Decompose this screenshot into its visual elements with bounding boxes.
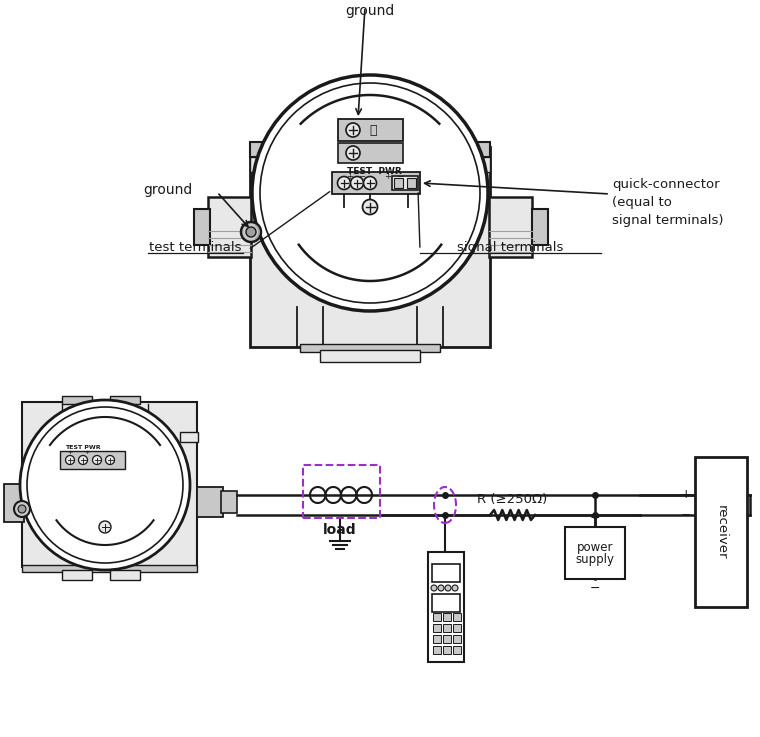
Circle shape xyxy=(445,585,451,591)
Bar xyxy=(695,457,747,607)
Bar xyxy=(433,613,441,621)
Bar xyxy=(433,635,441,643)
Bar xyxy=(489,197,532,257)
Text: TEST  PWR: TEST PWR xyxy=(347,167,401,176)
Text: signal terminals: signal terminals xyxy=(457,240,563,254)
Bar xyxy=(432,564,460,582)
Bar xyxy=(110,570,140,580)
Bar xyxy=(22,402,197,567)
Bar xyxy=(180,432,198,442)
Circle shape xyxy=(350,176,363,189)
Text: −: − xyxy=(680,509,691,522)
Bar xyxy=(208,197,251,257)
Text: ground: ground xyxy=(143,183,192,197)
Circle shape xyxy=(246,227,256,237)
Text: test terminals: test terminals xyxy=(149,240,241,254)
Circle shape xyxy=(65,455,74,464)
Circle shape xyxy=(241,222,261,242)
Bar xyxy=(453,646,461,654)
Bar xyxy=(197,487,223,517)
Bar xyxy=(332,172,420,194)
Text: +  −: + − xyxy=(347,172,366,181)
Text: +: + xyxy=(68,450,73,455)
Text: supply: supply xyxy=(575,553,615,567)
Text: ⏚: ⏚ xyxy=(369,124,377,136)
Bar xyxy=(453,635,461,643)
Circle shape xyxy=(93,455,102,464)
Circle shape xyxy=(14,501,30,517)
Bar xyxy=(62,396,92,404)
Text: power: power xyxy=(577,542,613,554)
Text: −: − xyxy=(590,582,600,595)
Text: +: + xyxy=(590,511,600,524)
Bar xyxy=(433,646,441,654)
Text: quick-connector
(equal to
signal terminals): quick-connector (equal to signal termina… xyxy=(612,178,724,226)
Bar xyxy=(394,178,403,188)
Bar xyxy=(433,624,441,632)
Text: R (≥250Ω): R (≥250Ω) xyxy=(477,493,548,506)
Bar xyxy=(194,209,210,245)
Bar xyxy=(453,624,461,632)
Bar xyxy=(110,396,140,404)
Circle shape xyxy=(363,200,378,214)
Circle shape xyxy=(346,123,360,137)
Circle shape xyxy=(452,585,458,591)
Bar xyxy=(532,209,548,245)
Circle shape xyxy=(431,585,437,591)
Circle shape xyxy=(78,455,87,464)
Bar xyxy=(443,635,451,643)
Circle shape xyxy=(260,83,480,303)
Bar xyxy=(250,142,490,157)
Bar xyxy=(60,451,125,469)
Bar xyxy=(432,594,460,612)
Bar xyxy=(338,119,403,141)
Bar xyxy=(320,350,420,362)
Text: +  −: + − xyxy=(385,172,404,181)
Text: +: + xyxy=(680,489,691,501)
Bar xyxy=(453,613,461,621)
Circle shape xyxy=(20,400,190,570)
Bar xyxy=(407,178,416,188)
Bar xyxy=(428,552,464,662)
Bar xyxy=(443,646,451,654)
Bar xyxy=(250,157,490,172)
Circle shape xyxy=(18,505,26,513)
Bar xyxy=(62,570,92,580)
Bar xyxy=(303,465,380,518)
Bar xyxy=(392,176,418,190)
Circle shape xyxy=(438,585,444,591)
Bar xyxy=(4,484,24,522)
Text: receiver: receiver xyxy=(714,505,727,559)
Bar xyxy=(300,344,440,352)
Bar xyxy=(338,143,403,163)
Circle shape xyxy=(106,455,115,464)
Circle shape xyxy=(252,75,488,311)
Text: +: + xyxy=(84,450,90,455)
Text: ground: ground xyxy=(345,4,394,18)
Bar xyxy=(250,147,490,347)
Text: load: load xyxy=(323,523,356,537)
Circle shape xyxy=(337,176,350,189)
Bar xyxy=(443,624,451,632)
Bar xyxy=(221,491,237,513)
Bar xyxy=(22,565,197,572)
Text: TEST PWR: TEST PWR xyxy=(65,444,101,450)
Bar xyxy=(565,527,625,579)
Circle shape xyxy=(27,407,183,563)
Bar xyxy=(443,613,451,621)
Circle shape xyxy=(363,176,376,189)
Circle shape xyxy=(346,146,360,160)
Circle shape xyxy=(99,521,111,533)
